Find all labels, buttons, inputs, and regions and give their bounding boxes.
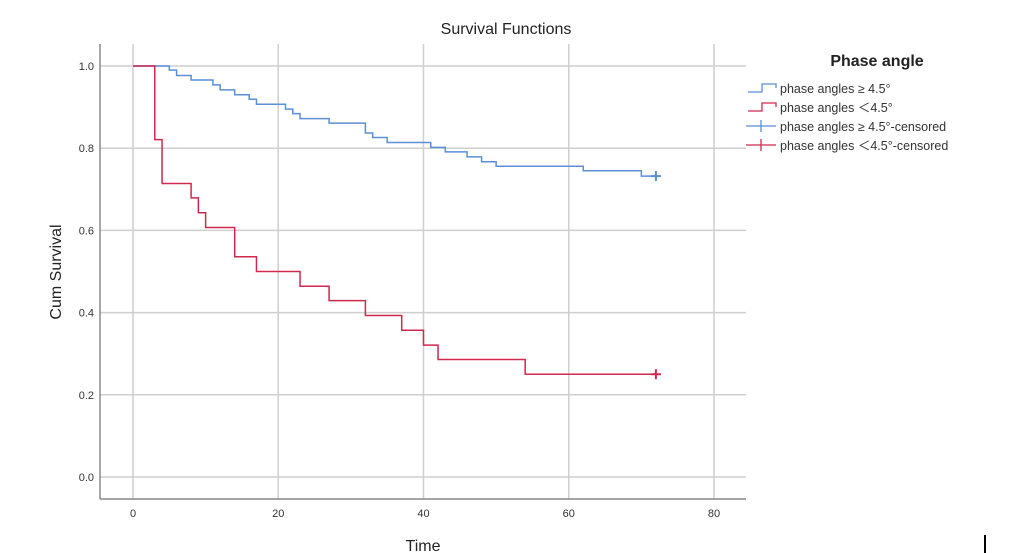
survival-line-0	[133, 65, 656, 177]
y-tick-label: 0.8	[79, 143, 94, 155]
text-cursor	[984, 535, 986, 553]
y-tick-label: 1.0	[79, 61, 94, 73]
x-axis-label: Time	[406, 538, 441, 553]
legend-step-symbol	[748, 102, 777, 112]
y-tick-label: 0.4	[79, 308, 94, 320]
y-axis-label: Cum Survival	[48, 224, 65, 319]
x-tick-label: 40	[417, 508, 429, 520]
x-tick-label: 60	[563, 508, 575, 520]
legend-censor-symbol	[746, 139, 776, 151]
axes: 0 20 40 60 80 0.0 0.2 0.4 0.6 0.8 1.0	[79, 44, 746, 520]
legend-censor-symbol	[746, 120, 776, 132]
y-tick-label: 0.0	[79, 472, 94, 484]
series-group	[133, 65, 661, 380]
censor-mark	[650, 369, 661, 380]
x-tick-label: 20	[272, 508, 284, 520]
legend-entry: phase angles ＜4.5°-censored	[780, 139, 948, 153]
y-tick-label: 0.2	[79, 390, 94, 402]
legend-step-symbol	[748, 83, 777, 93]
censor-mark	[650, 171, 661, 182]
survival-line-1	[133, 65, 656, 375]
legend-entry: phase angles ≥ 4.5°	[780, 82, 891, 96]
chart-title: Survival Functions	[441, 21, 572, 38]
y-tick-label: 0.6	[79, 225, 94, 237]
gridlines	[100, 44, 746, 499]
x-tick-label: 80	[708, 508, 720, 520]
x-tick-label: 0	[130, 508, 136, 520]
legend-title: Phase angle	[830, 53, 923, 70]
legend-entry: phase angles ≥ 4.5°-censored	[780, 120, 946, 134]
legend: phase angles ≥ 4.5° phase angles ＜4.5° pha…	[746, 82, 948, 153]
legend-entry: phase angles ＜4.5°	[780, 101, 893, 115]
